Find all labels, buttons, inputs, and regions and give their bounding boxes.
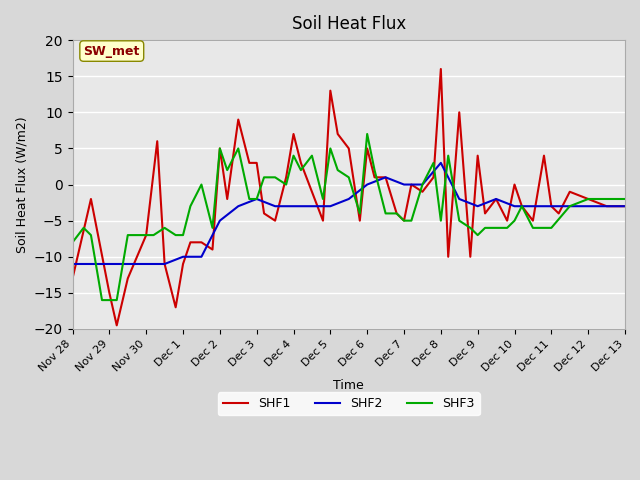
SHF2 <box>603 204 611 209</box>
SHF2 <box>198 254 205 260</box>
SHF2 <box>547 204 555 209</box>
Legend: SHF1, SHF2, SHF3: SHF1, SHF2, SHF3 <box>218 392 480 415</box>
SHF2 <box>308 204 316 209</box>
SHF2 <box>381 174 389 180</box>
SHF2 <box>492 196 500 202</box>
SHF3 <box>87 232 95 238</box>
SHF2 <box>419 181 426 187</box>
SHF2 <box>529 204 537 209</box>
SHF2 <box>253 196 260 202</box>
SHF2 <box>216 218 224 224</box>
SHF1 <box>113 323 120 328</box>
SHF2 <box>364 181 371 187</box>
SHF3 <box>68 240 76 245</box>
SHF3 <box>106 297 113 303</box>
SHF2 <box>400 181 408 187</box>
SHF2 <box>106 261 113 267</box>
SHF2 <box>566 204 573 209</box>
SHF2 <box>437 160 445 166</box>
SHF1 <box>198 240 205 245</box>
SHF2 <box>474 204 481 209</box>
SHF3 <box>297 167 305 173</box>
SHF2 <box>142 261 150 267</box>
SHF1 <box>603 204 611 209</box>
SHF3 <box>444 153 452 158</box>
SHF3 <box>364 131 371 137</box>
SHF2 <box>326 204 334 209</box>
SHF2 <box>179 254 187 260</box>
SHF2 <box>584 204 592 209</box>
Text: SW_met: SW_met <box>84 45 140 58</box>
SHF1 <box>437 66 445 72</box>
SHF1 <box>555 211 563 216</box>
SHF1 <box>290 131 298 137</box>
SHF2 <box>290 204 298 209</box>
SHF1 <box>223 196 231 202</box>
SHF2 <box>234 204 242 209</box>
SHF3 <box>437 218 445 224</box>
SHF2 <box>456 196 463 202</box>
Title: Soil Heat Flux: Soil Heat Flux <box>292 15 406 33</box>
Y-axis label: Soil Heat Flux (W/m2): Soil Heat Flux (W/m2) <box>15 116 28 253</box>
SHF3 <box>216 145 224 151</box>
SHF2 <box>511 204 518 209</box>
SHF1 <box>68 276 76 281</box>
SHF2 <box>345 196 353 202</box>
Line: SHF3: SHF3 <box>72 134 625 300</box>
SHF2 <box>271 204 279 209</box>
SHF2 <box>87 261 95 267</box>
SHF3 <box>621 196 629 202</box>
SHF2 <box>161 261 168 267</box>
X-axis label: Time: Time <box>333 379 364 392</box>
Line: SHF1: SHF1 <box>72 69 625 325</box>
SHF1 <box>621 204 629 209</box>
SHF2 <box>621 204 629 209</box>
SHF2 <box>68 261 76 267</box>
SHF1 <box>161 261 168 267</box>
SHF2 <box>124 261 132 267</box>
Line: SHF2: SHF2 <box>72 163 625 264</box>
SHF3 <box>98 297 106 303</box>
